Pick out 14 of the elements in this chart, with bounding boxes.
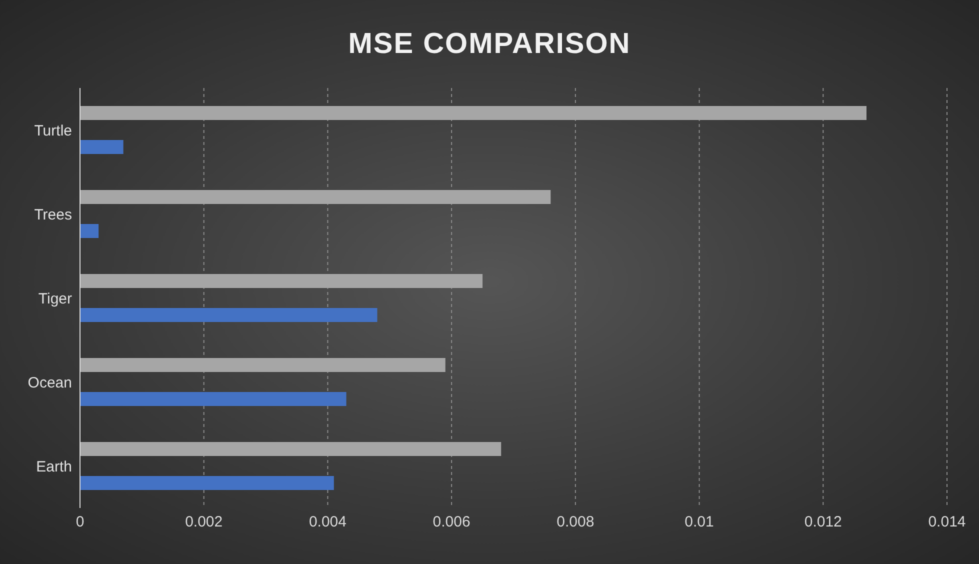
y-tick-label: Tiger bbox=[38, 290, 72, 308]
x-tick-label: 0.014 bbox=[928, 514, 966, 531]
y-tick-label: Trees bbox=[34, 206, 72, 224]
x-tick-label: 0.002 bbox=[185, 514, 223, 531]
y-tick-label: Earth bbox=[36, 458, 72, 476]
chart-title: MSE COMPARISON bbox=[347, 28, 632, 61]
y-tick-label: Ocean bbox=[28, 374, 72, 392]
x-tick-label: 0.004 bbox=[308, 514, 346, 531]
x-tick-label: 0.008 bbox=[556, 514, 594, 531]
x-tick-label: 0.012 bbox=[804, 514, 842, 531]
x-tick-label: 0.006 bbox=[432, 514, 470, 531]
y-tick-label: Turtle bbox=[34, 122, 72, 140]
x-tick-label: 0.01 bbox=[684, 514, 714, 531]
x-tick-label: 0 bbox=[76, 514, 84, 531]
